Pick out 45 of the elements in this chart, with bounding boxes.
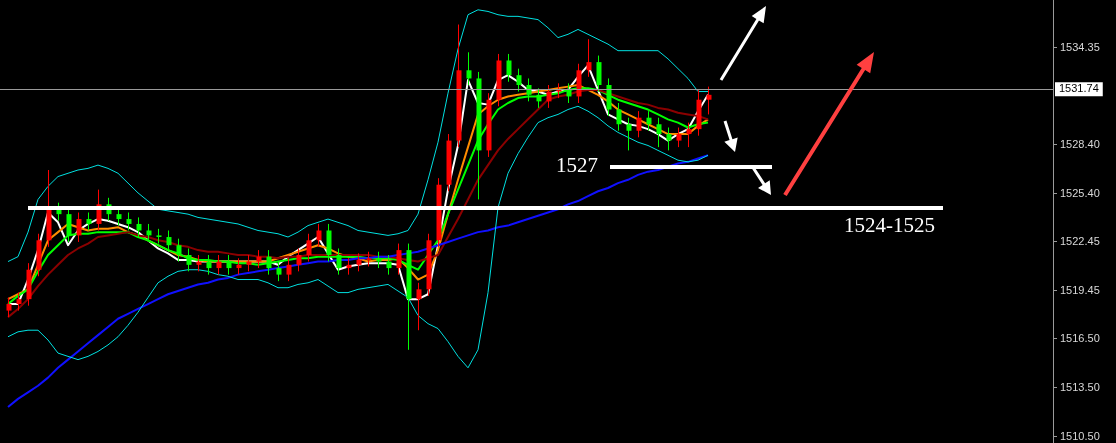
candlestick <box>76 212 82 243</box>
candlestick <box>666 127 672 151</box>
y-tick-label: 1519.45 <box>1060 283 1100 296</box>
y-tick-label: 1513.50 <box>1060 380 1100 393</box>
y-tick-label: 1522.45 <box>1060 234 1100 247</box>
y-tick-label: 1525.40 <box>1060 186 1100 199</box>
candlestick <box>626 117 632 151</box>
candlestick <box>306 233 312 263</box>
candlestick <box>706 86 712 115</box>
candlestick <box>636 110 642 138</box>
y-tick-label: 1528.40 <box>1060 137 1100 150</box>
candlestick <box>66 207 72 243</box>
ref-line-label: 1527 <box>556 153 598 178</box>
candlestick <box>676 127 682 148</box>
candlestick <box>136 216 142 238</box>
ref-line-label: 1531.74 <box>1059 82 1099 95</box>
candlestick <box>216 254 222 276</box>
candlestick <box>586 38 592 78</box>
candlestick <box>336 247 342 276</box>
candlestick <box>656 117 662 148</box>
candlestick <box>616 102 622 132</box>
candlestick <box>316 223 322 248</box>
candlestick <box>166 229 172 253</box>
candlestick <box>176 238 182 263</box>
candlestick <box>186 247 192 272</box>
candlestick <box>506 53 512 83</box>
y-tick-label: 1516.50 <box>1060 331 1100 344</box>
y-tick-label: 1510.50 <box>1060 429 1100 442</box>
candlestick <box>296 247 302 272</box>
candlestick <box>386 254 392 276</box>
candlestick <box>286 257 292 282</box>
candlestick <box>686 122 692 148</box>
candlestick <box>276 261 282 282</box>
candlestick <box>466 51 472 86</box>
candlestick <box>266 249 272 276</box>
candlestick <box>226 254 232 276</box>
ref-line-label: 1524-1525 <box>844 212 935 237</box>
candlestick <box>396 243 402 276</box>
candlestick <box>646 110 652 132</box>
candlestick <box>416 282 422 331</box>
candlestick <box>546 84 552 109</box>
candlestick <box>6 297 12 318</box>
candlestick <box>516 68 522 93</box>
y-tick-label: 1534.35 <box>1060 40 1100 53</box>
candlestick <box>206 254 212 276</box>
